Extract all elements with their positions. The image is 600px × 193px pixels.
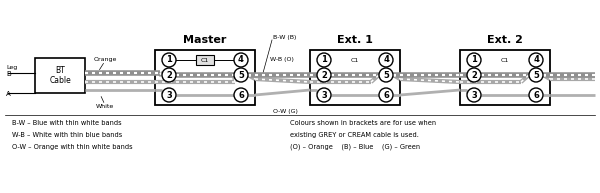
Circle shape	[317, 53, 331, 67]
Text: 1: 1	[166, 56, 172, 64]
Text: Leg: Leg	[6, 64, 17, 69]
Text: BT
Cable: BT Cable	[49, 66, 71, 85]
Text: 2: 2	[321, 70, 327, 80]
Text: 5: 5	[383, 70, 389, 80]
Text: 6: 6	[383, 91, 389, 100]
Text: Orange: Orange	[94, 57, 116, 62]
Text: 5: 5	[533, 70, 539, 80]
Text: 6: 6	[238, 91, 244, 100]
Text: C1: C1	[501, 58, 509, 63]
Text: 5: 5	[238, 70, 244, 80]
Text: 2: 2	[471, 70, 477, 80]
Circle shape	[234, 68, 248, 82]
Text: A: A	[6, 91, 11, 97]
Circle shape	[317, 88, 331, 102]
Text: (O) – Orange    (B) – Blue    (G) – Green: (O) – Orange (B) – Blue (G) – Green	[290, 144, 420, 150]
Text: W-B – White with thin blue bands: W-B – White with thin blue bands	[12, 132, 122, 138]
Text: White: White	[96, 104, 114, 109]
Text: 3: 3	[321, 91, 327, 100]
Text: C1: C1	[201, 58, 209, 63]
Bar	[155, 50, 255, 105]
Text: C1: C1	[351, 58, 359, 63]
Circle shape	[529, 53, 543, 67]
Text: Ext. 2: Ext. 2	[487, 35, 523, 45]
Circle shape	[379, 88, 393, 102]
Circle shape	[234, 53, 248, 67]
Text: O-W (G): O-W (G)	[272, 108, 298, 113]
Text: 3: 3	[471, 91, 477, 100]
Text: existing GREY or CREAM cable is used.: existing GREY or CREAM cable is used.	[290, 132, 419, 138]
Circle shape	[529, 88, 543, 102]
Text: Colours shown in brackets are for use when: Colours shown in brackets are for use wh…	[290, 120, 436, 126]
Circle shape	[379, 53, 393, 67]
Circle shape	[467, 53, 481, 67]
Bar	[460, 50, 550, 105]
Text: 1: 1	[471, 56, 477, 64]
Text: 6: 6	[533, 91, 539, 100]
Text: B: B	[6, 71, 11, 77]
Text: Master: Master	[184, 35, 227, 45]
Text: 4: 4	[533, 56, 539, 64]
Circle shape	[317, 68, 331, 82]
Circle shape	[529, 68, 543, 82]
Circle shape	[162, 68, 176, 82]
Circle shape	[234, 88, 248, 102]
Text: Ext. 1: Ext. 1	[337, 35, 373, 45]
Text: 2: 2	[166, 70, 172, 80]
Text: B-W (B): B-W (B)	[274, 36, 296, 41]
Bar	[196, 55, 214, 65]
Text: B-W – Blue with thin white bands: B-W – Blue with thin white bands	[12, 120, 122, 126]
Circle shape	[162, 88, 176, 102]
Text: W-B (O): W-B (O)	[270, 58, 294, 63]
Circle shape	[162, 53, 176, 67]
Circle shape	[467, 68, 481, 82]
Text: 4: 4	[383, 56, 389, 64]
Bar	[310, 50, 400, 105]
Circle shape	[467, 88, 481, 102]
Text: 1: 1	[321, 56, 327, 64]
Text: 3: 3	[166, 91, 172, 100]
Text: 4: 4	[238, 56, 244, 64]
Circle shape	[379, 68, 393, 82]
Text: O-W – Orange with thin white bands: O-W – Orange with thin white bands	[12, 144, 133, 150]
Bar	[35, 58, 85, 93]
